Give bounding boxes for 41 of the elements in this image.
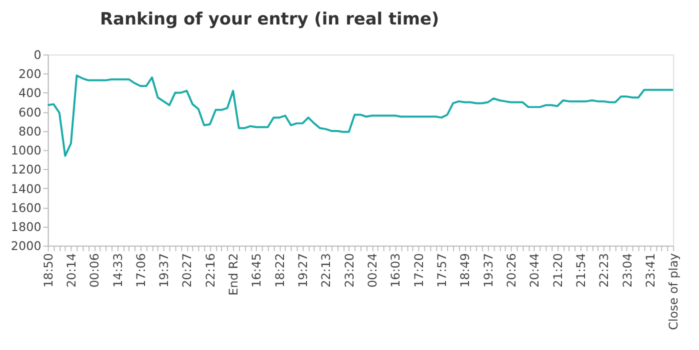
y-tick-label: 1400: [10, 182, 42, 196]
x-tick-label: 18:50: [41, 253, 56, 288]
x-tick-label: 23:41: [643, 253, 658, 288]
x-tick-label: 20:26: [504, 253, 518, 288]
x-tick-label: 00:24: [366, 253, 380, 288]
x-tick-label: 14:33: [110, 253, 125, 288]
x-tick-label: 21:20: [550, 253, 565, 288]
x-tick-label: 16:45: [250, 253, 264, 288]
x-tick-label: 23:20: [342, 253, 356, 288]
x-tick-label: 19:37: [157, 253, 172, 288]
x-tick-label: 18:49: [458, 253, 472, 288]
x-tick-label: 20:14: [64, 253, 78, 288]
x-tick-label: 21:54: [574, 253, 588, 288]
x-tick-label: 22:16: [203, 253, 218, 288]
x-tick-label: 22:23: [597, 253, 612, 288]
x-tick-label: 17:57: [434, 253, 449, 288]
x-tick-label: 23:04: [620, 253, 634, 288]
x-tick-label: 22:13: [319, 253, 334, 288]
x-tick-label: 20:27: [180, 253, 194, 288]
y-tick-label: 0: [34, 48, 42, 62]
x-tick-label: 18:22: [272, 253, 287, 288]
x-tick-label: 16:03: [388, 253, 403, 288]
y-tick-label: 1200: [10, 162, 42, 177]
x-tick-label: 00:06: [88, 253, 102, 288]
y-tick-label: 1800: [10, 220, 42, 234]
y-tick-label: 1600: [10, 200, 42, 215]
y-tick-label: 200: [18, 67, 42, 82]
x-tick-label: End R2: [226, 253, 241, 296]
y-tick-label: 400: [18, 86, 42, 100]
y-tick-label: 1000: [10, 144, 42, 158]
y-tick-label: 2000: [10, 239, 42, 254]
x-tick-label: 19:37: [481, 253, 496, 288]
x-tick-label: 19:27: [296, 253, 310, 288]
line-series: [46, 74, 674, 157]
x-tick-label: Close of play: [666, 253, 681, 330]
x-tick-label: 17:06: [134, 253, 148, 288]
y-tick-label: 800: [18, 124, 42, 138]
x-tick-label: 20:44: [528, 253, 542, 288]
chart-title: Ranking of your entry (in real time): [100, 8, 440, 29]
x-tick-label: 17:20: [412, 253, 426, 288]
y-tick-label: 600: [18, 105, 42, 120]
